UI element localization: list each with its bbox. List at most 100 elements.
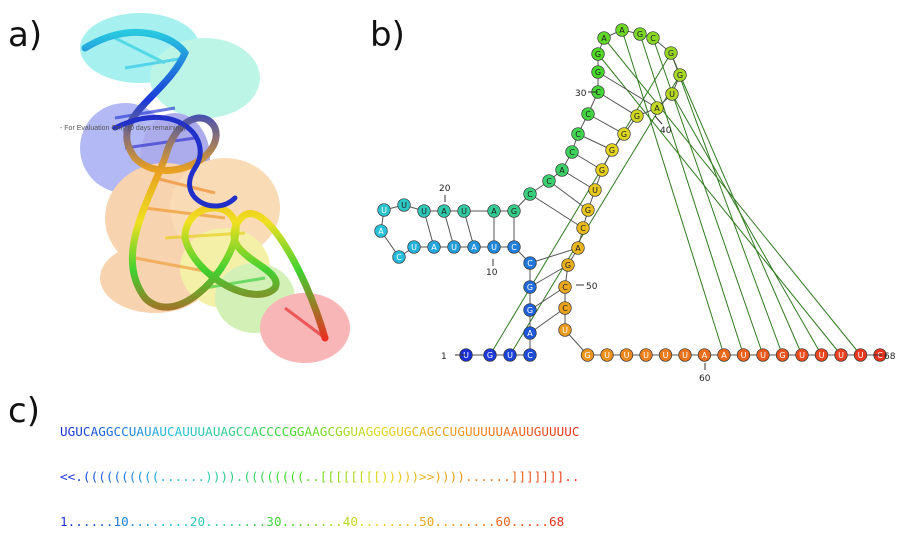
sequence-char: . <box>472 469 481 484</box>
sequence-char: G <box>426 424 435 439</box>
sequence-char: ( <box>266 469 274 484</box>
sequence-char: ) <box>457 469 465 484</box>
sequence-char: . <box>182 469 190 484</box>
sequence-char: ] <box>518 469 527 484</box>
nucleotide-node: U <box>588 183 602 197</box>
nucleotide-node: A <box>487 204 501 218</box>
nucleotide-node: C <box>558 301 572 315</box>
sequence-char: [ <box>335 469 343 484</box>
svg-text:A: A <box>441 207 447 216</box>
sequence-char: . <box>510 514 519 529</box>
index-label-60: 60 <box>699 374 711 384</box>
nucleotide-node: U <box>853 348 868 362</box>
sequence-char: . <box>82 514 91 529</box>
sequence-char: ( <box>144 469 152 484</box>
sequence-char: . <box>304 469 313 484</box>
sequence-char: ) <box>212 469 221 484</box>
sequence-char: G <box>373 424 381 439</box>
sequence-char: U <box>144 424 152 439</box>
sequence-char: U <box>128 424 137 439</box>
sequence-char: . <box>166 469 175 484</box>
svg-text:A: A <box>619 26 625 35</box>
sequence-char: ( <box>151 469 160 484</box>
sequence-char: . <box>541 514 549 529</box>
nucleotide-node: G <box>581 203 595 217</box>
sequence-char: C <box>442 424 450 439</box>
sequence-char: ) <box>434 469 443 484</box>
nucleotide-node: G <box>775 348 790 362</box>
svg-text:U: U <box>451 243 457 252</box>
sequence-char: [ <box>365 469 374 484</box>
dot-bracket-line: <<.((((((((((......)))).((((((((..[[[[[[… <box>60 469 580 484</box>
sequence-char: G <box>296 424 305 439</box>
svg-text:C: C <box>562 304 568 313</box>
base-pair-link <box>529 193 584 229</box>
sequence-char: 0 <box>350 514 358 529</box>
nucleotide-node: G <box>664 46 678 60</box>
nucleotide-node: U <box>447 240 461 254</box>
sequence-char: C <box>434 424 443 439</box>
sequence-char: . <box>136 514 145 529</box>
sequence-char: G <box>105 424 114 439</box>
svg-text:C: C <box>575 130 581 139</box>
sequence-char: ( <box>113 469 122 484</box>
sequence-char: C <box>281 424 290 439</box>
sequence-char: [ <box>373 469 381 484</box>
sequence-char: . <box>442 514 450 529</box>
nucleotide-node: G <box>617 127 631 141</box>
nucleotide-node: U <box>834 348 848 362</box>
sequence-char: . <box>212 514 221 529</box>
sequence-char: C <box>235 424 244 439</box>
sequence-char: . <box>98 514 106 529</box>
sequence-char: [ <box>319 469 328 484</box>
nucleotide-node: U <box>639 348 653 362</box>
svg-text:G: G <box>621 130 627 139</box>
svg-text:A: A <box>601 34 607 43</box>
nucleotide-node: A <box>437 204 451 218</box>
sequence-char: . <box>518 514 527 529</box>
svg-text:A: A <box>575 244 581 253</box>
nucleotide-node: U <box>736 348 751 362</box>
sequence-char: . <box>403 514 412 529</box>
svg-text:U: U <box>669 90 675 99</box>
backbone-links <box>380 29 880 356</box>
svg-text:A: A <box>471 243 477 252</box>
sequence-char: U <box>564 424 572 439</box>
sequence-char: . <box>312 469 320 484</box>
nucleotide-node: A <box>650 101 664 115</box>
nucleotide-node: U <box>487 240 501 254</box>
nucleotide-node: G <box>595 163 609 177</box>
sequence-char: A <box>90 424 99 439</box>
base-pair-link <box>548 180 589 211</box>
sequence-char: ( <box>258 469 267 484</box>
sequence-char: C <box>266 424 274 439</box>
nucleotide-node: C <box>507 240 521 254</box>
svg-text:U: U <box>760 351 766 360</box>
sequence-char: C <box>82 424 91 439</box>
sequence-char: ) <box>220 469 229 484</box>
sequence-char: C <box>411 424 420 439</box>
sequence-char: . <box>258 514 267 529</box>
nucleotide-node: A <box>615 23 629 37</box>
sequence-char: . <box>174 469 183 484</box>
svg-text:G: G <box>487 351 493 360</box>
sequence-char: U <box>197 424 206 439</box>
svg-text:U: U <box>663 351 669 360</box>
sequence-char: A <box>503 424 511 439</box>
sequence-char: A <box>312 424 320 439</box>
sequence-char: . <box>373 514 381 529</box>
index-label-1: 1 <box>441 352 447 362</box>
base-pair-link <box>529 247 579 264</box>
pseudoknot-line <box>652 37 764 356</box>
svg-text:U: U <box>381 206 387 215</box>
svg-text:G: G <box>599 166 605 175</box>
base-pair-link <box>597 71 658 109</box>
base-pair-link <box>529 286 566 311</box>
svg-text:C: C <box>580 224 586 233</box>
sequence-char: U <box>449 424 458 439</box>
sequence-char: . <box>243 514 252 529</box>
nucleotide-node: G <box>673 68 687 82</box>
sequence-block: UGUCAGGCCUAUAUCAUUUAUAGCCACCCCGGAAGCGGUA… <box>60 394 580 544</box>
svg-text:G: G <box>595 50 601 59</box>
nucleotide-node: C <box>646 31 660 45</box>
